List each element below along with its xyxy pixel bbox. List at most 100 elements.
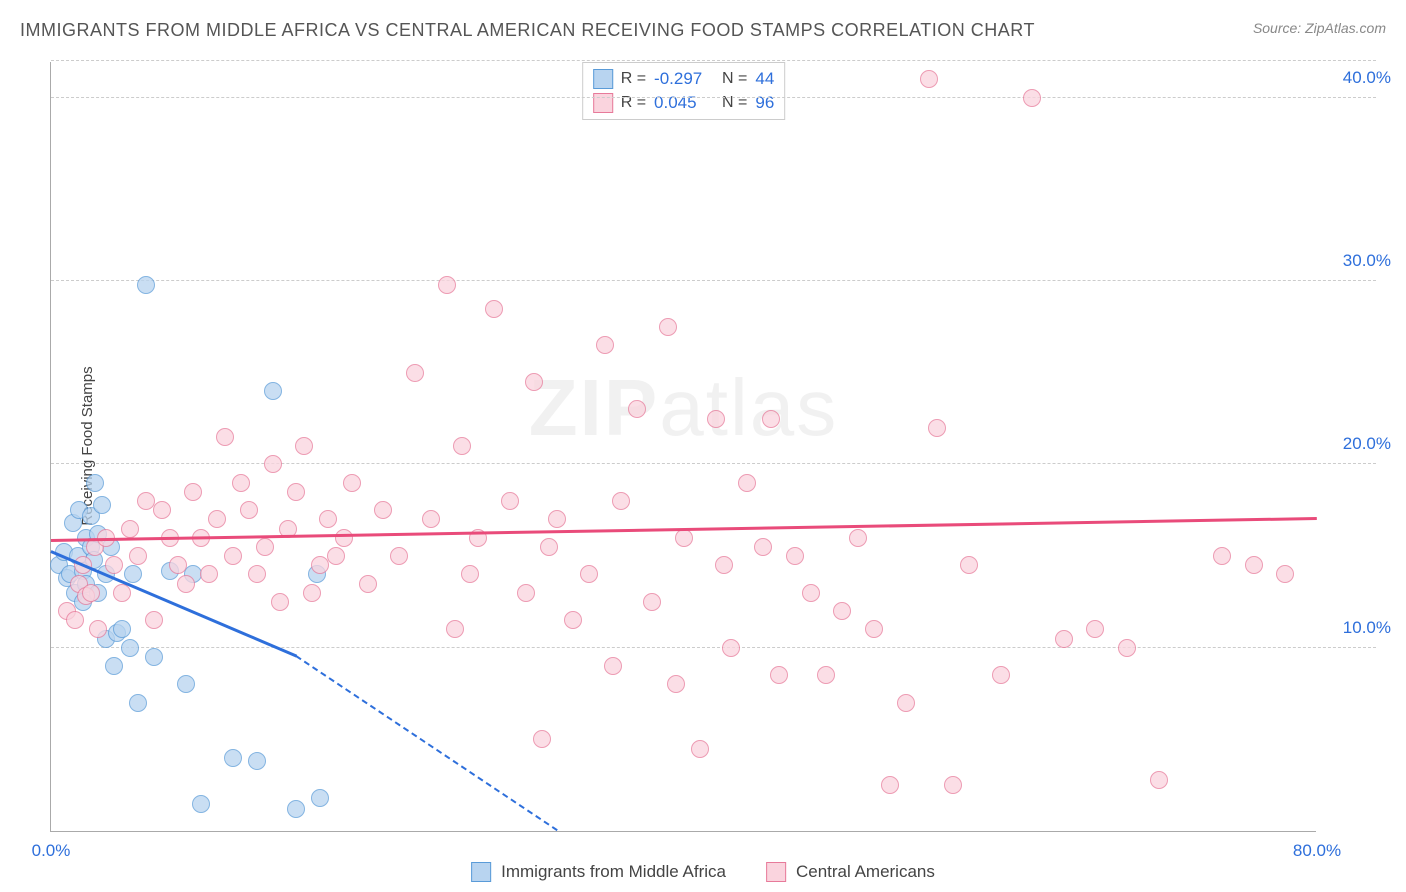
data-point (66, 611, 84, 629)
data-point (446, 620, 464, 638)
data-point (817, 666, 835, 684)
data-point (960, 556, 978, 574)
data-point (944, 776, 962, 794)
data-point (920, 70, 938, 88)
data-point (374, 501, 392, 519)
data-point (786, 547, 804, 565)
data-point (248, 565, 266, 583)
data-point (928, 419, 946, 437)
legend-row: R = -0.297 N = 44 (593, 67, 775, 91)
data-point (754, 538, 772, 556)
data-point (525, 373, 543, 391)
data-point (232, 474, 250, 492)
data-point (129, 547, 147, 565)
trend-line-extrapolated (296, 655, 558, 831)
r-value: -0.297 (654, 69, 714, 89)
data-point (659, 318, 677, 336)
data-point (628, 400, 646, 418)
data-point (485, 300, 503, 318)
data-point (691, 740, 709, 758)
data-point (240, 501, 258, 519)
data-point (264, 382, 282, 400)
data-point (295, 437, 313, 455)
data-point (200, 565, 218, 583)
data-point (1276, 565, 1294, 583)
data-point (461, 565, 479, 583)
data-point (849, 529, 867, 547)
gridline (51, 280, 1376, 281)
data-point (86, 474, 104, 492)
data-point (303, 584, 321, 602)
data-point (1213, 547, 1231, 565)
legend-label: Central Americans (796, 862, 935, 882)
data-point (224, 749, 242, 767)
data-point (533, 730, 551, 748)
data-point (145, 648, 163, 666)
data-point (105, 556, 123, 574)
gridline (51, 647, 1376, 648)
data-point (208, 510, 226, 528)
y-tick-label: 10.0% (1343, 618, 1391, 638)
data-point (177, 675, 195, 693)
data-point (390, 547, 408, 565)
legend-row: R =0.045N =96 (593, 91, 775, 115)
gridline (51, 97, 1376, 98)
data-point (564, 611, 582, 629)
data-point (667, 675, 685, 693)
legend-item: Central Americans (766, 862, 935, 882)
data-point (121, 639, 139, 657)
data-point (248, 752, 266, 770)
data-point (145, 611, 163, 629)
chart-title: IMMIGRANTS FROM MIDDLE AFRICA VS CENTRAL… (20, 20, 1035, 41)
series-legend: Immigrants from Middle Africa Central Ame… (471, 862, 935, 882)
data-point (129, 694, 147, 712)
data-point (327, 547, 345, 565)
data-point (93, 496, 111, 514)
data-point (1118, 639, 1136, 657)
data-point (224, 547, 242, 565)
data-point (517, 584, 535, 602)
data-point (501, 492, 519, 510)
data-point (319, 510, 337, 528)
scatter-chart: ZIPatlas R =-0.297N =44R =0.045N =96 10.… (50, 62, 1316, 832)
data-point (722, 639, 740, 657)
data-point (192, 795, 210, 813)
data-point (359, 575, 377, 593)
data-point (643, 593, 661, 611)
n-value: 44 (755, 69, 774, 89)
x-tick-label: 80.0% (1293, 841, 1341, 861)
data-point (881, 776, 899, 794)
data-point (738, 474, 756, 492)
correlation-legend: R = -0.297 N = 44R =0.045N =96 (582, 62, 786, 120)
data-point (865, 620, 883, 638)
data-point (271, 593, 289, 611)
data-point (105, 657, 123, 675)
data-point (89, 620, 107, 638)
data-point (540, 538, 558, 556)
legend-label: Immigrants from Middle Africa (501, 862, 726, 882)
gridline (51, 463, 1376, 464)
data-point (802, 584, 820, 602)
data-point (422, 510, 440, 528)
data-point (343, 474, 361, 492)
data-point (770, 666, 788, 684)
r-label: R = (621, 70, 646, 88)
data-point (438, 276, 456, 294)
data-point (1150, 771, 1168, 789)
n-label: N = (722, 70, 747, 88)
data-point (256, 538, 274, 556)
data-point (335, 529, 353, 547)
data-point (113, 620, 131, 638)
data-point (311, 789, 329, 807)
gridline (51, 60, 1376, 61)
legend-swatch (766, 862, 786, 882)
data-point (184, 483, 202, 501)
data-point (1023, 89, 1041, 107)
data-point (406, 364, 424, 382)
data-point (707, 410, 725, 428)
data-point (604, 657, 622, 675)
data-point (715, 556, 733, 574)
data-point (121, 520, 139, 538)
data-point (137, 276, 155, 294)
data-point (675, 529, 693, 547)
